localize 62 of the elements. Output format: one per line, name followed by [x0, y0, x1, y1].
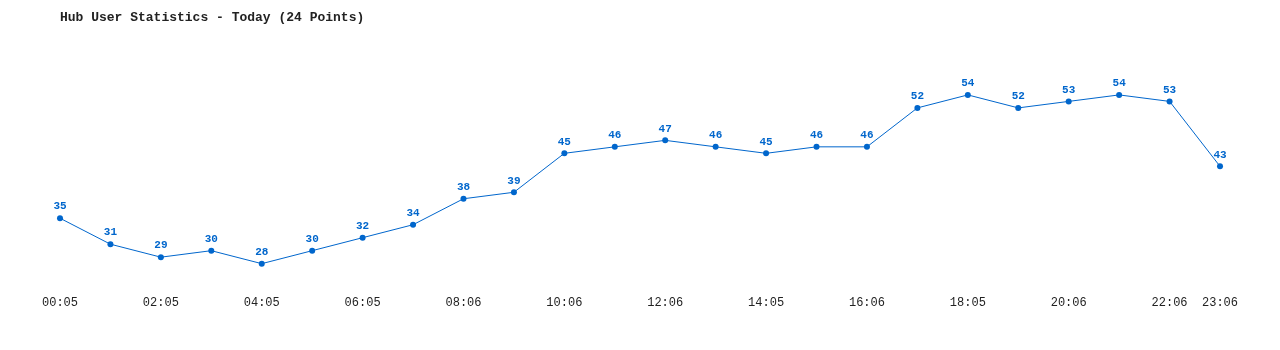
x-tick-label: 22:06 [1151, 295, 1188, 310]
x-tick-label: 14:05 [748, 295, 785, 310]
point [1015, 104, 1022, 111]
point [309, 247, 316, 254]
point [1166, 98, 1173, 105]
point [561, 150, 568, 157]
point [410, 221, 417, 228]
x-tick-label: 20:06 [1050, 295, 1087, 310]
data-label: 28 [255, 245, 269, 258]
data-label: 30 [305, 232, 319, 245]
x-tick-label: 04:05 [243, 295, 280, 310]
x-tick-label: 23:06 [1201, 295, 1239, 310]
x-tick-label: 00:05 [41, 295, 79, 310]
data-label: 46 [608, 129, 622, 142]
point [813, 143, 820, 150]
point [460, 195, 467, 202]
data-label: 34 [406, 206, 421, 219]
x-tick-label: 10:06 [546, 295, 583, 310]
point [208, 247, 215, 254]
point [57, 215, 63, 222]
point [662, 137, 669, 144]
point [763, 150, 770, 157]
point [510, 189, 517, 196]
point [359, 234, 366, 241]
data-label: 54 [961, 77, 975, 90]
data-label: 30 [204, 232, 218, 245]
data-label: 46 [809, 129, 824, 142]
point [1065, 98, 1072, 105]
data-label: 53 [1162, 83, 1177, 96]
data-label: 47 [658, 122, 672, 135]
data-label: 46 [860, 129, 874, 142]
x-tick-label: 06:05 [344, 295, 381, 310]
x-tick-label: 08:06 [445, 295, 482, 310]
point [914, 104, 921, 111]
x-tick-label: 02:05 [142, 295, 179, 310]
data-label: 32 [356, 219, 370, 232]
data-label: 45 [759, 135, 774, 148]
point [964, 91, 971, 98]
point [712, 143, 719, 150]
data-label: 43 [1213, 148, 1227, 161]
point [258, 260, 265, 267]
x-tick-label: 18:05 [949, 295, 986, 310]
point [611, 143, 618, 150]
data-label: 38 [456, 181, 471, 194]
point [1116, 91, 1123, 98]
x-tick-label: 16:06 [848, 295, 885, 310]
data-label: 45 [557, 135, 572, 148]
data-label: 53 [1062, 83, 1076, 96]
data-label: 29 [154, 239, 168, 252]
point [1217, 163, 1223, 170]
x-tick-label: 12:06 [647, 295, 684, 310]
data-label: 52 [910, 90, 924, 103]
point [107, 241, 114, 248]
point [863, 143, 870, 150]
data-label: 52 [1011, 90, 1025, 103]
data-label: 39 [507, 174, 521, 187]
data-label: 54 [1112, 77, 1127, 90]
chart-title: Hub User Statistics - Today (24 Points) [60, 10, 365, 26]
point [157, 254, 164, 261]
data-label: 35 [53, 200, 67, 213]
data-label: 31 [103, 226, 118, 239]
data-label: 46 [709, 129, 723, 142]
